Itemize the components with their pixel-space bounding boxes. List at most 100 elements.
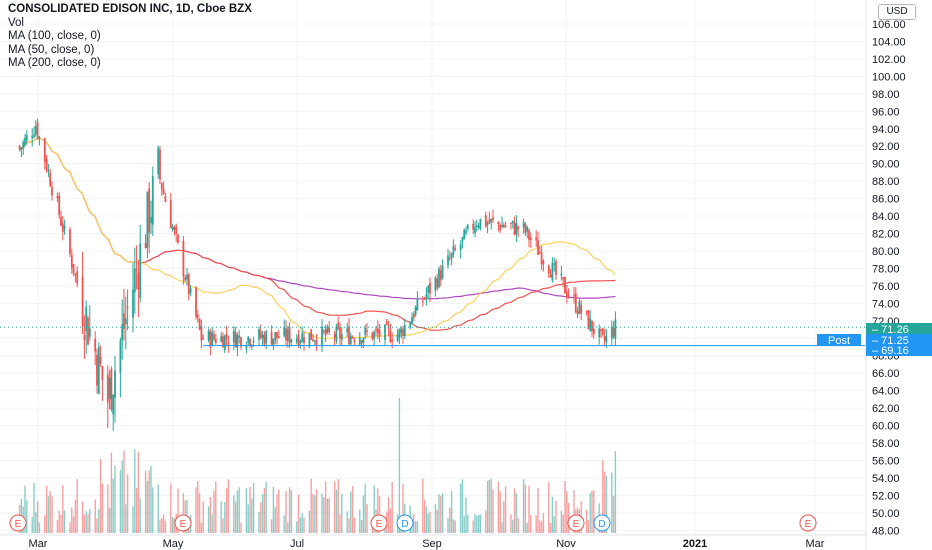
candle-body <box>227 342 230 345</box>
price-tick-label: 76.00 <box>872 281 900 293</box>
volume-bar <box>612 496 615 533</box>
candle-body <box>295 338 298 343</box>
candle-body <box>529 237 532 240</box>
indicator-ma-50[interactable]: MA (50, close, 0) <box>8 43 95 56</box>
event-marker-label: E <box>376 519 383 530</box>
candle-body <box>497 221 500 225</box>
volume-bar <box>251 498 253 533</box>
earnings-marker <box>174 514 192 532</box>
price-tick-label: 56.00 <box>872 456 900 468</box>
candle-body <box>322 330 325 332</box>
candle-body <box>258 329 260 340</box>
volume-bar <box>427 513 429 533</box>
volume-bar <box>549 522 552 533</box>
volume-bar <box>497 481 500 533</box>
event-marker-label: D <box>598 519 605 530</box>
candle-body <box>171 226 174 230</box>
volume-bar <box>555 500 557 533</box>
candle-body <box>328 327 331 333</box>
volume-bar <box>260 502 262 533</box>
price-axis-label: – 69.16 <box>872 345 909 357</box>
volume-bar <box>33 482 35 533</box>
candle-body <box>409 322 412 328</box>
indicator-vol[interactable]: Vol <box>8 16 24 29</box>
volume-bar <box>74 499 77 533</box>
volume-bar <box>60 514 62 533</box>
volume-bar <box>58 510 60 533</box>
candle-body <box>499 225 502 231</box>
candle-body <box>209 331 212 347</box>
volume-bar <box>238 487 240 533</box>
volume-bar <box>459 483 462 533</box>
volume-bar <box>535 515 537 533</box>
candle-body <box>225 334 228 340</box>
price-axis-label: – 71.26 <box>872 324 909 336</box>
candle-body <box>310 329 313 340</box>
currency-button[interactable]: USD <box>878 4 916 20</box>
candle-body <box>384 324 386 341</box>
volume-bar <box>157 484 159 533</box>
indicator-ma-200[interactable]: MA (200, close, 0) <box>8 57 101 69</box>
symbol-title[interactable]: CONSOLIDATED EDISON INC, 1D, Cboe BZX <box>8 3 252 15</box>
volume-bar <box>182 493 185 533</box>
volume-bar <box>526 522 528 533</box>
volume-bar <box>297 494 300 533</box>
volume-bar <box>501 521 503 533</box>
price-axis-label-bg <box>866 344 932 356</box>
candle-body <box>612 328 615 337</box>
candle-body <box>589 318 592 331</box>
candle-body <box>573 294 575 296</box>
ma-50-line <box>19 137 616 340</box>
candle-body <box>286 329 289 341</box>
volume-bar <box>591 490 593 533</box>
volume-bar <box>69 522 71 533</box>
volume-bar <box>476 516 478 533</box>
volume-bar <box>362 495 365 533</box>
candle-body <box>160 183 163 190</box>
volume-bar <box>328 498 330 533</box>
candle-body <box>214 338 217 343</box>
candle-body <box>346 328 349 333</box>
volume-bar <box>45 485 48 533</box>
indicator-ma-100[interactable]: MA (100, close, 0) <box>8 30 101 42</box>
price-tick-label: 96.00 <box>872 106 900 118</box>
candle-body <box>18 145 21 150</box>
candle-body <box>601 328 604 335</box>
volume-bar <box>499 491 501 533</box>
volume-bar <box>134 449 136 533</box>
volume-bar <box>450 490 453 533</box>
candle-body <box>598 328 601 338</box>
candle-body <box>501 224 503 228</box>
volume-bar <box>387 497 390 533</box>
volume-bar <box>148 470 150 533</box>
candle-body <box>439 270 442 281</box>
volume-bar <box>51 496 53 533</box>
ma-100-line <box>19 137 616 331</box>
candle-body <box>85 306 88 332</box>
volume-bar <box>359 509 361 533</box>
volume-bar <box>224 501 226 533</box>
candle-body <box>58 195 61 215</box>
candle-body <box>308 332 311 347</box>
volume-bar <box>112 478 114 533</box>
candle-body <box>265 331 268 344</box>
earnings-marker <box>567 514 585 532</box>
candle-body <box>148 188 151 233</box>
candle-body <box>549 274 552 278</box>
price-axis-label-bg <box>866 334 932 346</box>
volume-bar <box>258 511 260 533</box>
volume-bar <box>605 475 608 533</box>
candle-body <box>391 339 394 342</box>
volume-bar <box>211 514 213 533</box>
volume-bar <box>422 478 424 533</box>
candle-body <box>488 219 491 224</box>
volume-bar <box>360 520 363 533</box>
volume-bar <box>504 486 507 533</box>
volume-bar <box>411 522 413 533</box>
candle-body <box>427 285 430 293</box>
candle-body <box>169 200 172 229</box>
volume-bar <box>31 516 33 533</box>
candle-body <box>114 370 116 398</box>
candle-body <box>151 175 154 225</box>
